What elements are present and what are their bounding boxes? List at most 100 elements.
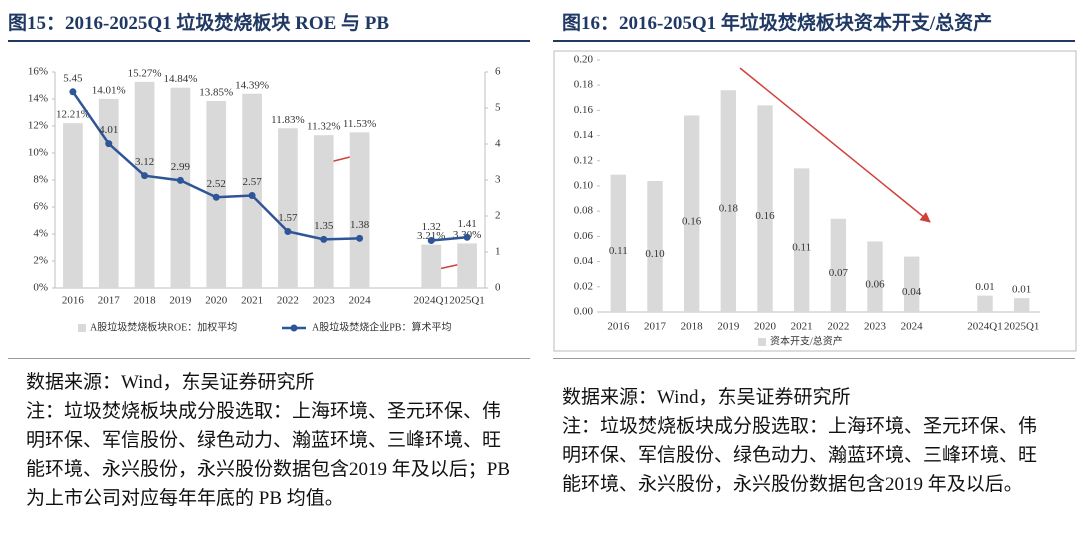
- x-tick-label: 2018: [134, 295, 157, 307]
- x-tick-label: 2017: [644, 321, 667, 333]
- bar: [278, 128, 298, 288]
- x-tick-label: 2025Q1: [449, 295, 484, 307]
- legend-swatch: [758, 338, 766, 346]
- y-tick-label: 0.00: [574, 306, 594, 318]
- y-tick-label: 0.12: [574, 154, 593, 166]
- legend-swatch: [290, 324, 298, 332]
- y-tick-label: 0.14: [574, 129, 594, 141]
- data-label: 0.07: [829, 267, 849, 279]
- title-rule: [553, 40, 1075, 42]
- separator: [8, 358, 530, 359]
- data-label: 5.45: [63, 72, 83, 84]
- line-point: [284, 227, 292, 235]
- x-tick-label: 2016: [62, 295, 85, 307]
- x-tick-label: 2017: [98, 295, 121, 307]
- y-tick-label: 0.04: [574, 255, 594, 267]
- trend-arrow: [739, 67, 931, 223]
- y-tick-label: 6%: [33, 201, 48, 213]
- bar: [349, 132, 370, 288]
- line-point: [320, 235, 328, 243]
- y-tick-label: 8%: [33, 174, 48, 186]
- x-tick-label: 2024Q1: [414, 295, 449, 307]
- data-label: 13.85%: [199, 87, 233, 99]
- data-label: 3.12: [135, 156, 154, 168]
- bar: [421, 244, 442, 288]
- note: 注：垃圾焚烧板块成分股选取：上海环境、圣元环保、伟明环保、军信股份、绿色动力、瀚…: [562, 416, 1038, 495]
- x-tick-label: 2021: [791, 321, 813, 333]
- y-tick-label: 0.06: [574, 230, 594, 242]
- line-point: [212, 193, 220, 201]
- data-label: 1.32: [422, 221, 441, 233]
- y-tick-label: 12%: [28, 120, 48, 132]
- line-point: [248, 191, 256, 199]
- data-label: 0.01: [975, 281, 994, 293]
- x-tick-label: 2018: [681, 321, 704, 333]
- data-label: 12.21%: [56, 109, 90, 121]
- x-tick-label: 2022: [277, 295, 299, 307]
- legend-label: A股垃圾焚烧企业PB：算术平均: [312, 320, 451, 333]
- data-label: 4.01: [99, 124, 118, 136]
- bar: [757, 105, 773, 312]
- chart-title: 图15：2016-2025Q1 垃圾焚烧板块 ROE 与 PB: [8, 13, 390, 34]
- data-label: 1.57: [278, 212, 298, 224]
- title-rule: [8, 40, 530, 42]
- source: 数据来源：Wind，东吴证券研究所: [26, 372, 315, 393]
- bar: [793, 168, 810, 312]
- y2-tick-label: 5: [495, 102, 501, 114]
- x-tick-label: 2025Q1: [1004, 321, 1039, 333]
- data-label: 0.06: [865, 278, 885, 290]
- source: 数据来源：Wind，东吴证券研究所: [562, 387, 851, 408]
- x-tick-label: 2022: [827, 321, 849, 333]
- legend-label: 资本开支/总资产: [770, 334, 843, 347]
- bar: [170, 87, 191, 288]
- y-tick-label: 16%: [28, 66, 48, 78]
- x-tick-label: 2024: [349, 295, 372, 307]
- data-label: 0.11: [792, 242, 811, 254]
- chart-frame: [553, 50, 1077, 352]
- y2-tick-label: 3: [495, 174, 501, 186]
- x-tick-label: 2020: [754, 321, 777, 333]
- y2-tick-label: 6: [495, 66, 501, 78]
- notes: 数据来源：Wind，东吴证券研究所 注：垃圾焚烧板块成分股选取：上海环境、圣元环…: [26, 368, 518, 513]
- data-label: 0.18: [719, 203, 739, 215]
- y-tick-label: 0.16: [574, 104, 594, 116]
- data-label: 0.16: [755, 210, 775, 222]
- data-label: 2.57: [242, 176, 262, 188]
- data-label: 2.99: [171, 161, 191, 173]
- bar: [720, 90, 737, 312]
- data-label: 14.84%: [163, 73, 197, 85]
- y-tick-label: 14%: [28, 93, 48, 105]
- data-label: 0.10: [645, 248, 665, 260]
- line-point: [427, 236, 435, 244]
- y-tick-label: 0.10: [574, 180, 594, 192]
- chart: 0% 2% 4% 6% 8% 10% 12% 14% 16% 0 1 2 3 4 5 6 2016 2017 201…: [28, 66, 501, 334]
- chart-title: 图16：2016-205Q1 年垃圾焚烧板块资本开支/总资产: [562, 13, 993, 34]
- line-point: [356, 234, 364, 242]
- note: 注：垃圾焚烧板块成分股选取：上海环境、圣元环保、伟明环保、军信股份、绿色动力、瀚…: [26, 401, 510, 509]
- bar: [610, 174, 627, 312]
- data-label: 1.38: [350, 219, 370, 231]
- data-label: 0.01: [1012, 284, 1031, 296]
- x-tick-label: 2016: [607, 321, 630, 333]
- line-point: [463, 233, 471, 241]
- line-point: [105, 140, 113, 148]
- bar: [977, 295, 993, 312]
- data-label: 14.39%: [235, 79, 269, 91]
- bar: [242, 93, 262, 288]
- line-point: [176, 176, 184, 184]
- y-tick-label: 0.20: [574, 54, 594, 66]
- data-label: 0.16: [682, 215, 702, 227]
- chart: 0.00 0.02 0.04 0.06 0.08 0.10 0.12 0.14 0.16 0.18…: [553, 50, 1077, 352]
- y-tick-label: 0.18: [574, 79, 594, 91]
- data-label: 0.04: [902, 286, 922, 298]
- y-tick-label: 0.08: [574, 205, 594, 217]
- data-label: 15.27%: [128, 67, 162, 79]
- data-label: 11.53%: [343, 118, 377, 130]
- x-tick-label: 2024Q1: [967, 321, 1002, 333]
- bar: [134, 81, 155, 288]
- x-tick-label: 2020: [205, 295, 228, 307]
- bar: [647, 180, 663, 312]
- data-label: 2.52: [207, 178, 226, 190]
- x-tick-label: 2023: [864, 321, 887, 333]
